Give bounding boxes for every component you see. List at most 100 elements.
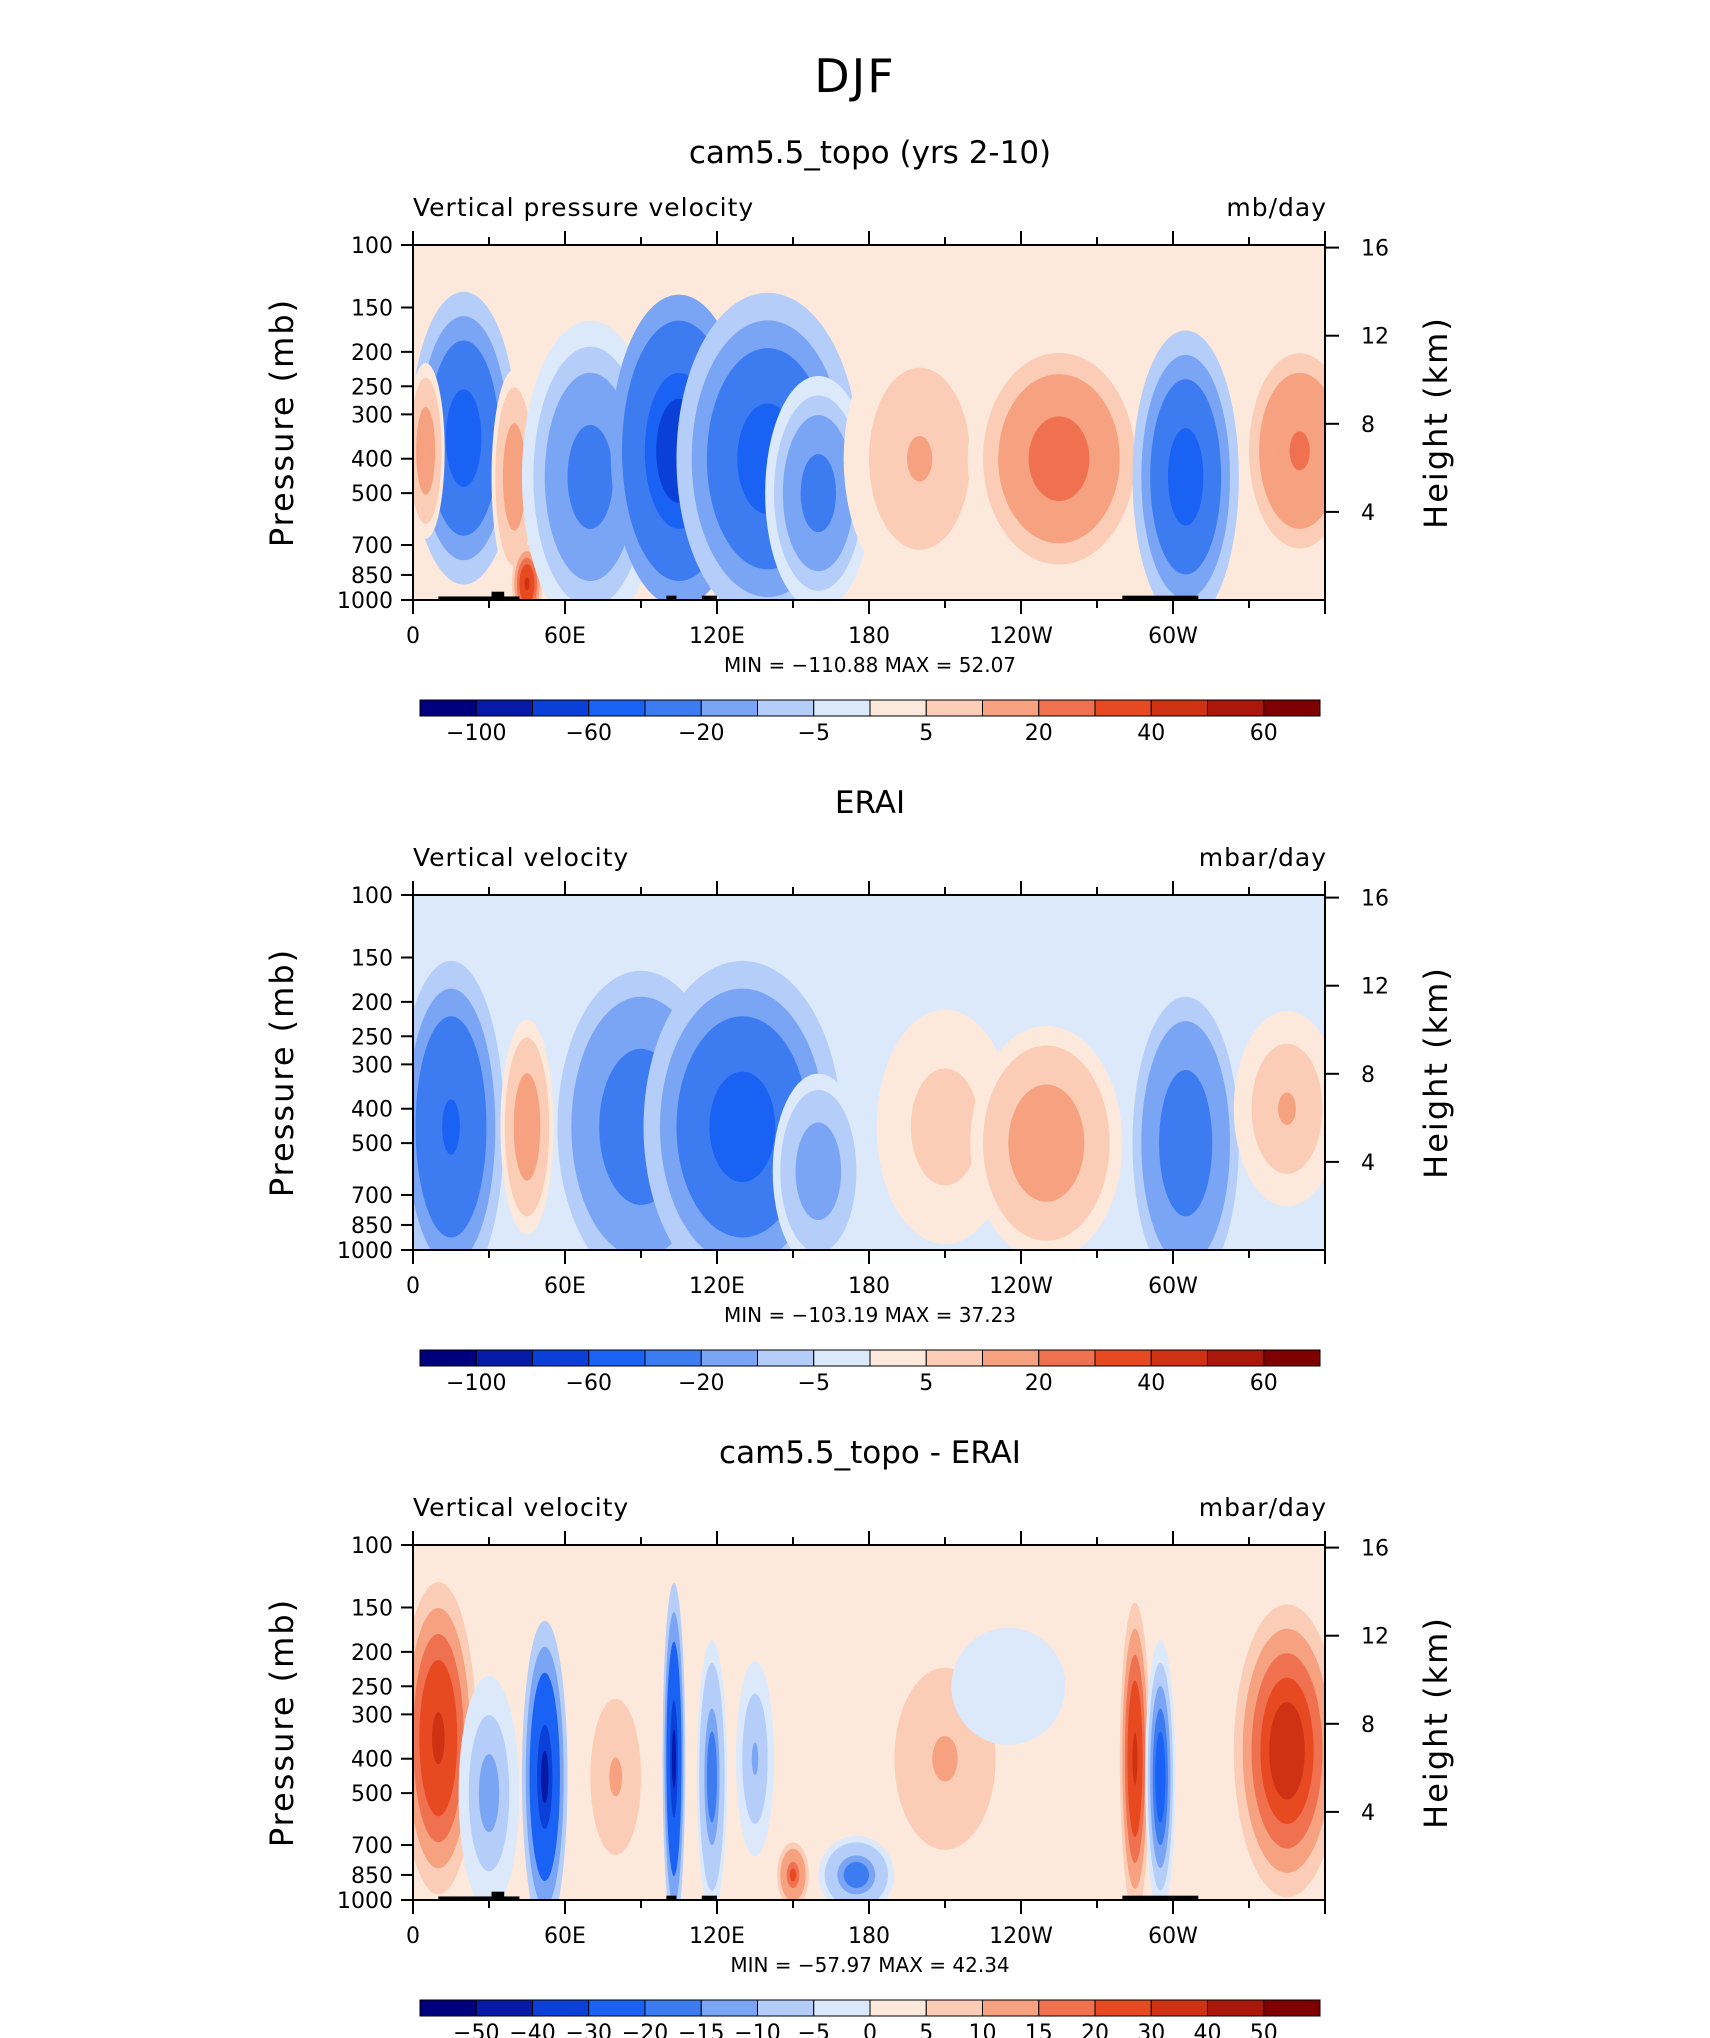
- colorbar-label: −60: [566, 1371, 612, 1396]
- contour-6-5: [751, 1742, 759, 1776]
- y2-tick-label: 12: [1361, 325, 1389, 350]
- y-axis-label: Pressure (mb): [263, 1598, 301, 1847]
- y-axis-label: Pressure (mb): [263, 298, 301, 547]
- topography-4: [1122, 595, 1199, 600]
- contour-8-5: [1043, 437, 1075, 480]
- y-tick-label: 300: [351, 403, 393, 428]
- contour-0-5: [442, 1099, 460, 1155]
- colorbar-swatch: [1038, 1999, 1096, 2017]
- panel-2: ERAI Vertical velocity mbar/day 0 60E 120E 180…: [263, 785, 1455, 1396]
- topography-4: [1122, 1895, 1199, 1900]
- topography-3: [701, 595, 717, 600]
- colorbar: −100 −60 −20 −5 5 20 40 60: [419, 1349, 1321, 1396]
- colorbar-swatch: [700, 1349, 758, 1367]
- colorbar-label: −30: [566, 2021, 612, 2038]
- colorbar-label: −60: [566, 721, 612, 746]
- colorbar-swatch: [644, 699, 702, 717]
- colorbar-label: −50: [453, 2021, 499, 2038]
- colorbar-swatch: [475, 699, 533, 717]
- contour-field: [413, 895, 1325, 1250]
- contour-7-5: [1176, 1118, 1195, 1168]
- y-tick-label: 1000: [337, 589, 393, 614]
- x-tick-label: 0: [406, 1274, 420, 1299]
- contour-11-5: [422, 436, 429, 466]
- y2-tick-label: 16: [1361, 1537, 1389, 1562]
- topography-0: [438, 596, 520, 600]
- colorbar-swatch: [644, 1999, 702, 2017]
- contour-5-5: [933, 1107, 957, 1147]
- contour-7-5: [907, 435, 933, 482]
- contour-2-5: [540, 1750, 549, 1803]
- colorbar-swatch: [419, 1999, 477, 2017]
- colorbar-label: 50: [1250, 2021, 1278, 2038]
- topography-1: [491, 1891, 505, 1900]
- y-tick-label: 150: [351, 1597, 393, 1622]
- x-tick-label: 60W: [1148, 1274, 1198, 1299]
- colorbar-swatch: [757, 1999, 815, 2017]
- y-tick-label: 500: [351, 1782, 393, 1807]
- colorbar-label: 40: [1137, 1371, 1165, 1396]
- contour-8-5: [850, 1868, 863, 1882]
- contour-4-5: [671, 1729, 676, 1789]
- units-label: mb/day: [1226, 193, 1327, 222]
- x-tick-label: 60W: [1148, 624, 1198, 649]
- panel-title: cam5.5_topo - ERAI: [719, 1435, 1021, 1471]
- colorbar-swatch: [982, 1349, 1040, 1367]
- y-tick-label: 300: [351, 1703, 393, 1728]
- y2-axis-label: Height (km): [1417, 966, 1455, 1179]
- contour-8-5: [1278, 1092, 1296, 1126]
- colorbar-swatch: [532, 1349, 590, 1367]
- x-tick-label: 60E: [544, 624, 586, 649]
- colorbar-swatch: [475, 1349, 533, 1367]
- colorbar-swatch: [700, 1999, 758, 2017]
- x-tick-label: 60W: [1148, 1924, 1198, 1949]
- y2-axis-label: Height (km): [1417, 316, 1455, 529]
- colorbar-swatch: [644, 1349, 702, 1367]
- colorbar-label: 60: [1250, 721, 1278, 746]
- contour-3-5: [578, 450, 602, 503]
- y-tick-label: 500: [351, 1132, 393, 1157]
- colorbar-swatch: [1263, 1999, 1321, 2017]
- colorbar-label: −5: [798, 2021, 830, 2038]
- panel-title: ERAI: [835, 785, 905, 821]
- colorbar-swatch: [1150, 1349, 1208, 1367]
- x-tick-label: 120W: [989, 1924, 1053, 1949]
- x-tick-label: 0: [406, 1924, 420, 1949]
- colorbar-label: 5: [919, 2021, 933, 2038]
- colorbar-label: −20: [678, 1371, 724, 1396]
- y2-tick-label: 8: [1361, 1063, 1375, 1088]
- min-max-label: MIN = −57.97 MAX = 42.34: [730, 1953, 1009, 1977]
- y2-tick-label: 4: [1361, 501, 1375, 526]
- contour-11-5: [1132, 1732, 1138, 1785]
- colorbar-swatch: [1038, 699, 1096, 717]
- x-tick-label: 60E: [544, 1924, 586, 1949]
- colorbar-swatch: [982, 699, 1040, 717]
- x-tick-label: 120E: [689, 1924, 745, 1949]
- colorbar-swatch: [869, 699, 927, 717]
- y-tick-label: 100: [351, 1534, 393, 1559]
- colorbar-label: 5: [919, 721, 933, 746]
- min-max-label: MIN = −103.19 MAX = 37.23: [724, 1303, 1016, 1327]
- colorbar: −100 −60 −20 −5 5 20 40 60: [419, 699, 1321, 746]
- y-tick-label: 700: [351, 1184, 393, 1209]
- x-tick-label: 180: [848, 1274, 890, 1299]
- y-tick-label: 250: [351, 375, 393, 400]
- colorbar-swatch: [869, 1349, 927, 1367]
- y2-axis-label: Height (km): [1417, 1616, 1455, 1829]
- contour-field: [413, 245, 1325, 600]
- colorbar-swatch: [588, 1999, 646, 2017]
- y2-tick-label: 8: [1361, 1713, 1375, 1738]
- colorbar-label: −10: [734, 2021, 780, 2038]
- topography-2: [666, 1895, 677, 1900]
- colorbar-label: −40: [509, 2021, 555, 2038]
- y-tick-label: 300: [351, 1053, 393, 1078]
- variable-label: Vertical velocity: [413, 1493, 629, 1522]
- colorbar-label: 20: [1025, 1371, 1053, 1396]
- y-tick-label: 250: [351, 1025, 393, 1050]
- colorbar-swatch: [475, 1999, 533, 2017]
- colorbar-swatch: [700, 699, 758, 717]
- y-tick-label: 200: [351, 1641, 393, 1666]
- colorbar-label: −20: [678, 721, 724, 746]
- contour-2-5: [524, 577, 530, 591]
